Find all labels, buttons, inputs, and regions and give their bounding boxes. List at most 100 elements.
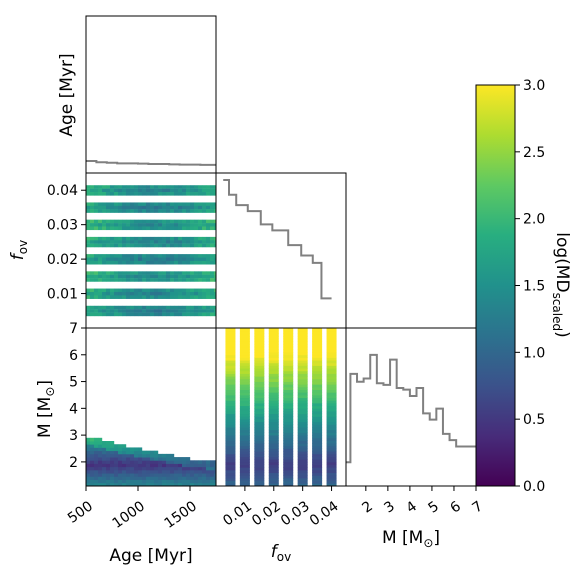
mass-age-cell xyxy=(206,476,211,480)
fov-age-cell xyxy=(98,236,103,241)
mass-fov-cell xyxy=(239,432,250,436)
mass-age-cell xyxy=(118,482,123,486)
fov-age-cell xyxy=(162,260,167,265)
mass-age-cell xyxy=(122,450,127,455)
mass-fov-cell xyxy=(225,368,236,372)
mass-fov-cell xyxy=(326,338,337,342)
fov-age-cell xyxy=(198,243,203,248)
age-tick-label: 1500 xyxy=(162,498,200,532)
fov-age-cell xyxy=(150,278,155,282)
mass-y-tick-label: 5 xyxy=(69,375,78,391)
colorbar-tick-label: 2.5 xyxy=(523,145,545,161)
fov-age-cell xyxy=(150,240,155,244)
fov-age-cell xyxy=(90,236,95,241)
fov-age-cell xyxy=(114,288,119,293)
mass-fov-cell xyxy=(239,416,250,420)
fov-age-cell xyxy=(130,185,135,189)
mass-fov-cell xyxy=(268,472,279,476)
mass-age-cell xyxy=(162,453,167,458)
fov-age-cell xyxy=(142,243,147,248)
fov-age-cell xyxy=(110,271,115,275)
fov-age-cell xyxy=(134,236,139,241)
fov-age-cell xyxy=(150,192,155,196)
mass-age-cell xyxy=(130,463,135,468)
mass-fov-cell xyxy=(239,365,250,369)
mass-fov-cell xyxy=(239,467,250,471)
fov-age-cell xyxy=(110,243,115,248)
mass-fov-cell xyxy=(312,456,323,460)
fov-age-cell xyxy=(118,288,123,293)
fov-age-cell xyxy=(198,192,203,196)
panel-frames xyxy=(85,15,477,487)
mass-age-cell xyxy=(206,473,211,477)
mass-fov-cell xyxy=(312,386,323,390)
fov-age-cell xyxy=(138,219,143,224)
fov-age-cell xyxy=(122,209,127,213)
mass-age-cell xyxy=(142,476,147,480)
fov-age-cell xyxy=(182,226,187,231)
mass-fov-cell xyxy=(283,362,294,366)
mass-fov-cell xyxy=(297,469,308,474)
mass-age-cell xyxy=(182,482,187,486)
fov-age-cell xyxy=(202,312,207,317)
fov-age-cell xyxy=(206,312,211,317)
mass-fov-cell xyxy=(268,475,279,479)
mass-fov-cell xyxy=(268,330,279,334)
fov-age-cell xyxy=(194,240,199,244)
mass-age-cell xyxy=(170,473,175,477)
fov-age-cell xyxy=(150,312,155,317)
mass-fov-cell xyxy=(297,453,308,457)
fov-age-cell xyxy=(158,236,163,241)
mass-fov-cell xyxy=(326,472,337,476)
mass-age-cell xyxy=(150,469,155,474)
fov-age-cell xyxy=(178,209,183,213)
fov-age-cell xyxy=(162,309,167,313)
mass-age-cell xyxy=(202,460,207,464)
fov-age-cell xyxy=(166,202,171,207)
mass-fov-cell xyxy=(254,477,265,482)
fov-age-cell xyxy=(206,295,211,299)
mass-age-cell xyxy=(102,469,107,474)
fov-age-cell xyxy=(186,278,191,282)
mass-fov-cell xyxy=(254,416,265,420)
mass-fov-cell xyxy=(326,354,337,358)
fov-age-cell xyxy=(198,219,203,224)
mass-fov-cell xyxy=(254,360,265,364)
mass-fov-cell xyxy=(283,384,294,388)
mass-fov-cell xyxy=(297,416,308,420)
fov-age-cell xyxy=(182,278,187,282)
mass-age-cell xyxy=(130,469,135,474)
colorbar-tick-label: 2.0 xyxy=(523,212,545,228)
fov-age-cell xyxy=(106,295,111,299)
fov-x-tick-label: 0.04 xyxy=(307,498,342,529)
fov-age-cell xyxy=(86,295,91,299)
mass-fov-cell xyxy=(283,483,294,486)
mass-age-cell xyxy=(98,466,103,471)
fov-age-cell xyxy=(194,260,199,265)
mass-fov-cell xyxy=(283,386,294,390)
fov-age-cell xyxy=(122,188,127,193)
fov-age-cell xyxy=(110,192,115,196)
fov-age-cell xyxy=(122,243,127,248)
mass-fov-cell xyxy=(225,354,236,358)
fov-age-cell xyxy=(134,288,139,293)
fov-age-cell xyxy=(146,254,151,258)
mass-fov-cell xyxy=(283,402,294,407)
mass-fov-cell xyxy=(312,477,323,482)
fov-age-cell xyxy=(122,288,127,293)
fov-age-cell xyxy=(98,223,103,227)
mass-age-cell xyxy=(146,473,151,477)
fov-age-cell xyxy=(194,288,199,293)
mass-fov-cell xyxy=(283,419,294,423)
fov-age-cell xyxy=(206,305,211,310)
fov-age-cell xyxy=(166,192,171,196)
mass-fov-cell xyxy=(254,344,265,348)
fov-age-cell xyxy=(210,305,215,310)
mass-fov-cell xyxy=(283,451,294,455)
mass-fov-cell xyxy=(283,437,294,441)
fov-age-cell xyxy=(214,236,216,241)
mass-fov-cell xyxy=(326,424,337,428)
fov-age-cell xyxy=(126,271,131,275)
fov-age-cell xyxy=(106,257,111,262)
mass-fov-cell xyxy=(225,392,236,396)
